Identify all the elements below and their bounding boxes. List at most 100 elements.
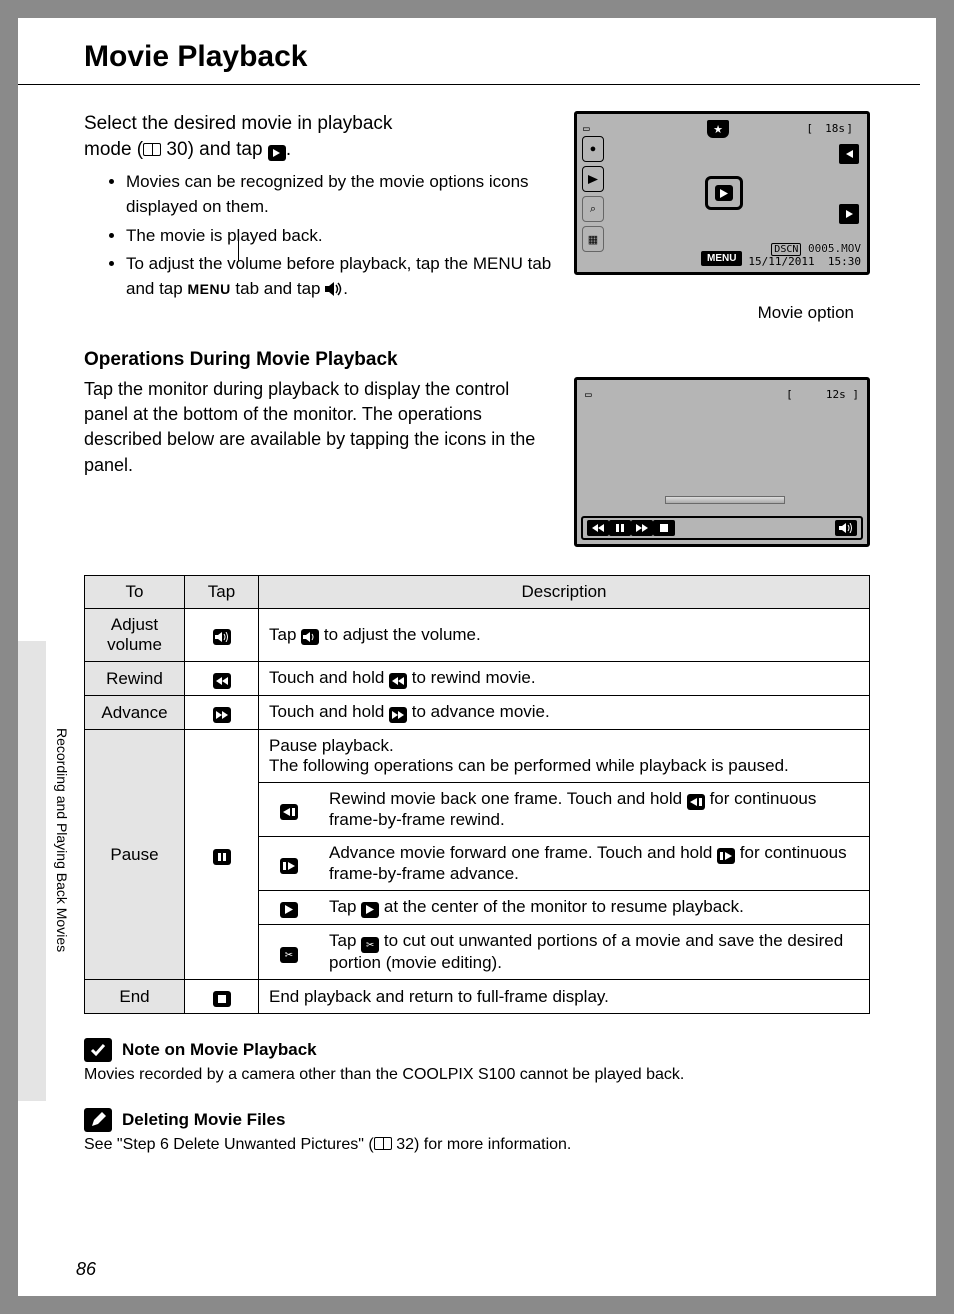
intro-line2b: ) and tap — [188, 139, 268, 160]
advance-chip-icon — [213, 707, 231, 723]
manual-page: Recording and Playing Back Movies 86 Mov… — [18, 18, 936, 1296]
frame-rewind-desc: Rewind movie back one frame. Touch and h… — [319, 783, 869, 837]
frame-rewind-chip-icon — [280, 804, 298, 820]
pause-intro-text: Pause playback. The following operations… — [259, 730, 869, 783]
resume-chip-icon-inline — [361, 902, 379, 918]
file-info: DSCN 0005.MOV 15/11/2011 15:30 — [748, 243, 861, 268]
cell-desc-volume: Tap to adjust the volume. — [259, 609, 870, 662]
star-icon: ★ — [707, 120, 729, 138]
scissors-chip-icon: ✂ — [280, 947, 298, 963]
camera-mode-icon: ● — [582, 136, 604, 162]
screenshot1-nav — [839, 144, 861, 224]
cell-to-rewind: Rewind — [85, 662, 185, 696]
th-tap: Tap — [185, 576, 259, 609]
menu-tab: MENU — [701, 251, 742, 266]
note-check-icon — [84, 1038, 112, 1062]
cut-icon-cell: ✂ — [259, 924, 319, 979]
stop-chip-icon — [213, 991, 231, 1007]
rewind-icon[interactable] — [587, 520, 609, 536]
file-date: 15/11/2011 — [748, 255, 814, 268]
note-playback: Note on Movie Playback Movies recorded b… — [84, 1038, 870, 1084]
book-icon — [143, 143, 161, 156]
playback-mode-icon — [582, 166, 604, 192]
cell-tap-volume — [185, 609, 259, 662]
cell-desc-end: End playback and return to full-frame di… — [259, 980, 870, 1014]
cell-desc-rewind: Touch and hold to rewind movie. — [259, 662, 870, 696]
bracket-l: [ — [806, 122, 813, 135]
volume-icon[interactable] — [835, 520, 857, 536]
note1-body: Movies recorded by a camera other than t… — [84, 1066, 870, 1084]
timer2-value: 12s — [826, 388, 846, 401]
stop-icon[interactable] — [653, 520, 675, 536]
cell-tap-pause — [185, 730, 259, 980]
frame-advance-chip-icon — [280, 858, 298, 874]
note1-title: Note on Movie Playback — [122, 1040, 317, 1060]
bracket2-r: ] — [852, 388, 859, 401]
cell-to-pause: Pause — [85, 730, 185, 980]
bullet-3: To adjust the volume before playback, ta… — [126, 252, 554, 301]
operations-intro: Tap the monitor during playback to displ… — [84, 377, 554, 547]
bullet-1: Movies can be recognized by the movie op… — [126, 170, 554, 219]
intro-line2a: mode ( — [84, 139, 143, 160]
cell-tap-advance — [185, 696, 259, 730]
scissors-chip-icon-inline: ✂ — [361, 937, 379, 953]
play-button[interactable] — [705, 176, 743, 210]
intro-text: Select the desired movie in playback mod… — [84, 111, 554, 162]
note-deleting: Deleting Movie Files See "Step 6 Delete … — [84, 1108, 870, 1154]
bullet-2: The movie is played back. — [126, 224, 554, 249]
timer-value: 18s — [825, 122, 845, 135]
nav-prev-icon — [839, 144, 859, 164]
note-pencil-icon — [84, 1108, 112, 1132]
thumbnail-icon: ▦ — [582, 226, 604, 252]
frame-rewind-icon-cell — [259, 783, 319, 837]
cell-desc-advance: Touch and hold to advance movie. — [259, 696, 870, 730]
cell-desc-pause: Pause playback. The following operations… — [259, 730, 870, 980]
file-time: 15:30 — [828, 255, 861, 268]
cell-tap-rewind — [185, 662, 259, 696]
cell-to-advance: Advance — [85, 696, 185, 730]
screenshot1-wrap: ▭ [ 18s ] ★ ● ⌕ ▦ — [574, 111, 870, 323]
note2-body: See "Step 6 Delete Unwanted Pictures" ( … — [84, 1136, 870, 1154]
rewind-chip-icon-inline — [389, 673, 407, 689]
nav-next-icon — [839, 204, 859, 224]
screenshot-playback-controls: ▭ [ 12s ] — [574, 377, 870, 547]
advance-icon[interactable] — [631, 520, 653, 536]
intro-line1: Select the desired movie in playback — [84, 113, 392, 134]
file-name: 0005.MOV — [808, 242, 861, 255]
frame-advance-icon-cell — [259, 837, 319, 891]
th-desc: Description — [259, 576, 870, 609]
screenshot1-caption: Movie option — [574, 303, 870, 323]
cut-desc: Tap ✂ to cut out unwanted portions of a … — [319, 924, 869, 979]
operations-heading: Operations During Movie Playback — [84, 349, 870, 371]
row-pause: Pause Pause playback. The following oper… — [85, 730, 870, 980]
resume-icon-cell — [259, 891, 319, 925]
frame-rewind-chip-icon-inline — [687, 794, 705, 810]
screenshot-playback-mode: ▭ [ 18s ] ★ ● ⌕ ▦ — [574, 111, 870, 275]
volume-chip-icon-inline — [301, 629, 319, 645]
speaker-icon — [325, 282, 343, 296]
frame-advance-chip-icon-inline — [717, 848, 735, 864]
cell-tap-end — [185, 980, 259, 1014]
pause-chip-icon — [213, 849, 231, 865]
book-icon-2 — [374, 1137, 392, 1150]
page-number: 86 — [76, 1259, 96, 1280]
advance-chip-icon-inline — [389, 707, 407, 723]
row-advance: Advance Touch and hold to advance movie. — [85, 696, 870, 730]
resume-desc: Tap at the center of the monitor to resu… — [319, 891, 869, 925]
zoom-icon: ⌕ — [582, 196, 604, 222]
operations-table: To Tap Description Adjust volume Tap to … — [84, 575, 870, 1014]
pause-icon[interactable] — [609, 520, 631, 536]
page-content: Select the desired movie in playback mod… — [18, 85, 936, 1154]
intro-page-ref: 30 — [166, 139, 187, 160]
page-title: Movie Playback — [18, 18, 920, 85]
note2-title: Deleting Movie Files — [122, 1110, 285, 1130]
progress-bar — [665, 496, 785, 504]
control-panel — [581, 516, 863, 540]
volume-chip-icon — [213, 629, 231, 645]
cell-to-end: End — [85, 980, 185, 1014]
intro-bullets: Movies can be recognized by the movie op… — [84, 170, 554, 301]
rewind-chip-icon — [213, 673, 231, 689]
cell-to-volume: Adjust volume — [85, 609, 185, 662]
battery-icon-2: ▭ — [585, 388, 592, 401]
row-end: End End playback and return to full-fram… — [85, 980, 870, 1014]
